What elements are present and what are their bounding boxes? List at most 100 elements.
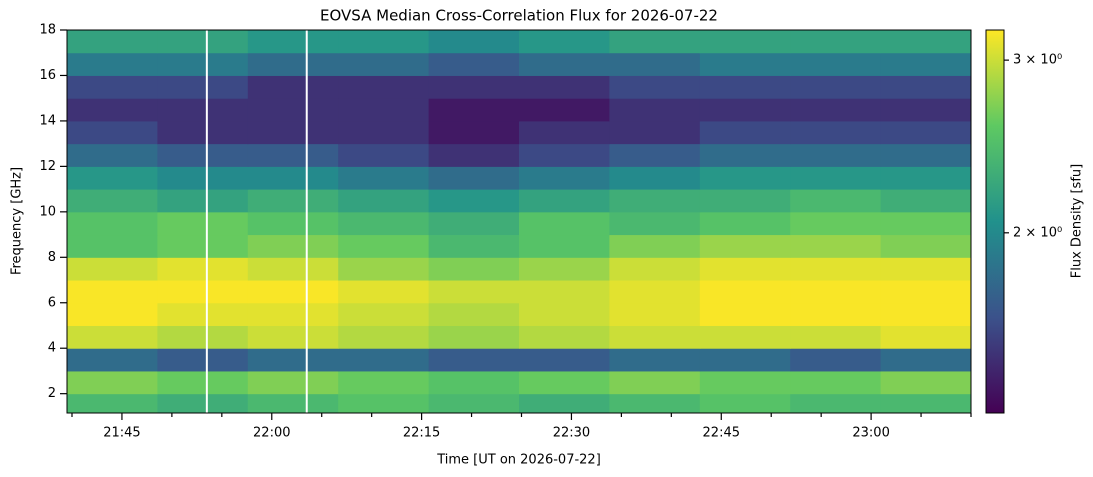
- heatmap-cell: [519, 189, 610, 213]
- heatmap-cell: [880, 52, 972, 76]
- heatmap: [67, 30, 972, 414]
- heatmap-cell: [519, 393, 610, 414]
- heatmap-cell: [247, 370, 339, 395]
- heatmap-cell: [67, 98, 158, 122]
- heatmap-cell: [67, 302, 158, 326]
- heatmap-cell: [157, 370, 249, 395]
- y-tick-label: 10: [39, 204, 56, 219]
- heatmap-cell: [609, 257, 701, 281]
- heatmap-cell: [519, 325, 610, 349]
- heatmap-cell: [699, 370, 791, 395]
- heatmap-cell: [338, 348, 430, 372]
- heatmap-cell: [338, 75, 430, 99]
- heatmap-cell: [699, 280, 791, 304]
- x-tick-label: 21:45: [103, 426, 140, 441]
- heatmap-cell: [519, 370, 610, 395]
- heatmap-cell: [790, 370, 882, 395]
- y-tick-label: 14: [39, 113, 56, 128]
- heatmap-cell: [519, 302, 610, 326]
- heatmap-cell: [609, 189, 701, 213]
- heatmap-cell: [609, 75, 701, 99]
- heatmap-cell: [790, 30, 882, 54]
- heatmap-cell: [609, 393, 701, 414]
- heatmap-cell: [67, 143, 158, 167]
- heatmap-cell: [880, 98, 972, 122]
- heatmap-cell: [790, 98, 882, 122]
- heatmap-cell: [67, 189, 158, 213]
- heatmap-cell: [519, 52, 610, 76]
- heatmap-cell: [157, 30, 249, 54]
- heatmap-cell: [880, 143, 972, 167]
- x-tick-label: 22:45: [703, 426, 740, 441]
- heatmap-cell: [790, 393, 882, 414]
- heatmap-cell: [428, 280, 520, 304]
- heatmap-cell: [519, 211, 610, 236]
- heatmap-cell: [699, 166, 791, 190]
- heatmap-cell: [338, 211, 430, 236]
- heatmap-cell: [699, 30, 791, 54]
- heatmap-cell: [519, 143, 610, 167]
- heatmap-cell: [247, 234, 339, 258]
- heatmap-cell: [428, 98, 520, 122]
- heatmap-cell: [880, 393, 972, 414]
- heatmap-cell: [338, 234, 430, 258]
- heatmap-cell: [519, 348, 610, 372]
- heatmap-cell: [880, 30, 972, 54]
- heatmap-cell: [67, 257, 158, 281]
- heatmap-cell: [609, 30, 701, 54]
- heatmap-cell: [247, 302, 339, 326]
- heatmap-cell: [609, 234, 701, 258]
- heatmap-cell: [880, 370, 972, 395]
- heatmap-cell: [247, 52, 339, 76]
- heatmap-cell: [699, 211, 791, 236]
- y-tick-label: 18: [39, 23, 56, 38]
- colorbar-label: Flux Density [sfu]: [1070, 164, 1085, 278]
- heatmap-cell: [428, 325, 520, 349]
- heatmap-cell: [790, 302, 882, 326]
- heatmap-cell: [338, 143, 430, 167]
- heatmap-cell: [609, 98, 701, 122]
- heatmap-cell: [428, 52, 520, 76]
- heatmap-cell: [157, 348, 249, 372]
- heatmap-cell: [609, 302, 701, 326]
- heatmap-cell: [338, 52, 430, 76]
- heatmap-cell: [699, 348, 791, 372]
- heatmap-cell: [67, 370, 158, 395]
- heatmap-cell: [880, 211, 972, 236]
- heatmap-cell: [157, 325, 249, 349]
- y-tick-label: 4: [48, 341, 56, 356]
- heatmap-cell: [880, 189, 972, 213]
- heatmap-cell: [880, 120, 972, 145]
- heatmap-cell: [67, 234, 158, 258]
- heatmap-cell: [609, 348, 701, 372]
- y-tick-label: 8: [48, 250, 56, 265]
- heatmap-cell: [67, 211, 158, 236]
- heatmap-cell: [157, 234, 249, 258]
- heatmap-cell: [157, 120, 249, 145]
- x-tick-label: 22:15: [403, 426, 440, 441]
- heatmap-cell: [880, 348, 972, 372]
- heatmap-cell: [699, 120, 791, 145]
- y-tick-label: 16: [39, 68, 56, 83]
- heatmap-cell: [519, 257, 610, 281]
- heatmap-cell: [519, 120, 610, 145]
- x-tick-label: 22:00: [253, 426, 290, 441]
- heatmap-cell: [790, 211, 882, 236]
- heatmap-cell: [67, 393, 158, 414]
- heatmap-cell: [699, 98, 791, 122]
- heatmap-cell: [428, 234, 520, 258]
- heatmap-cell: [790, 143, 882, 167]
- chart-title: EOVSA Median Cross-Correlation Flux for …: [320, 7, 718, 25]
- heatmap-cell: [790, 52, 882, 76]
- heatmap-cell: [609, 52, 701, 76]
- heatmap-cell: [338, 302, 430, 326]
- heatmap-cell: [790, 280, 882, 304]
- heatmap-cell: [157, 52, 249, 76]
- heatmap-cell: [428, 348, 520, 372]
- heatmap-cell: [157, 211, 249, 236]
- heatmap-cell: [699, 325, 791, 349]
- heatmap-cell: [67, 30, 158, 54]
- y-tick-label: 12: [39, 159, 56, 174]
- heatmap-cell: [247, 75, 339, 99]
- heatmap-cell: [157, 98, 249, 122]
